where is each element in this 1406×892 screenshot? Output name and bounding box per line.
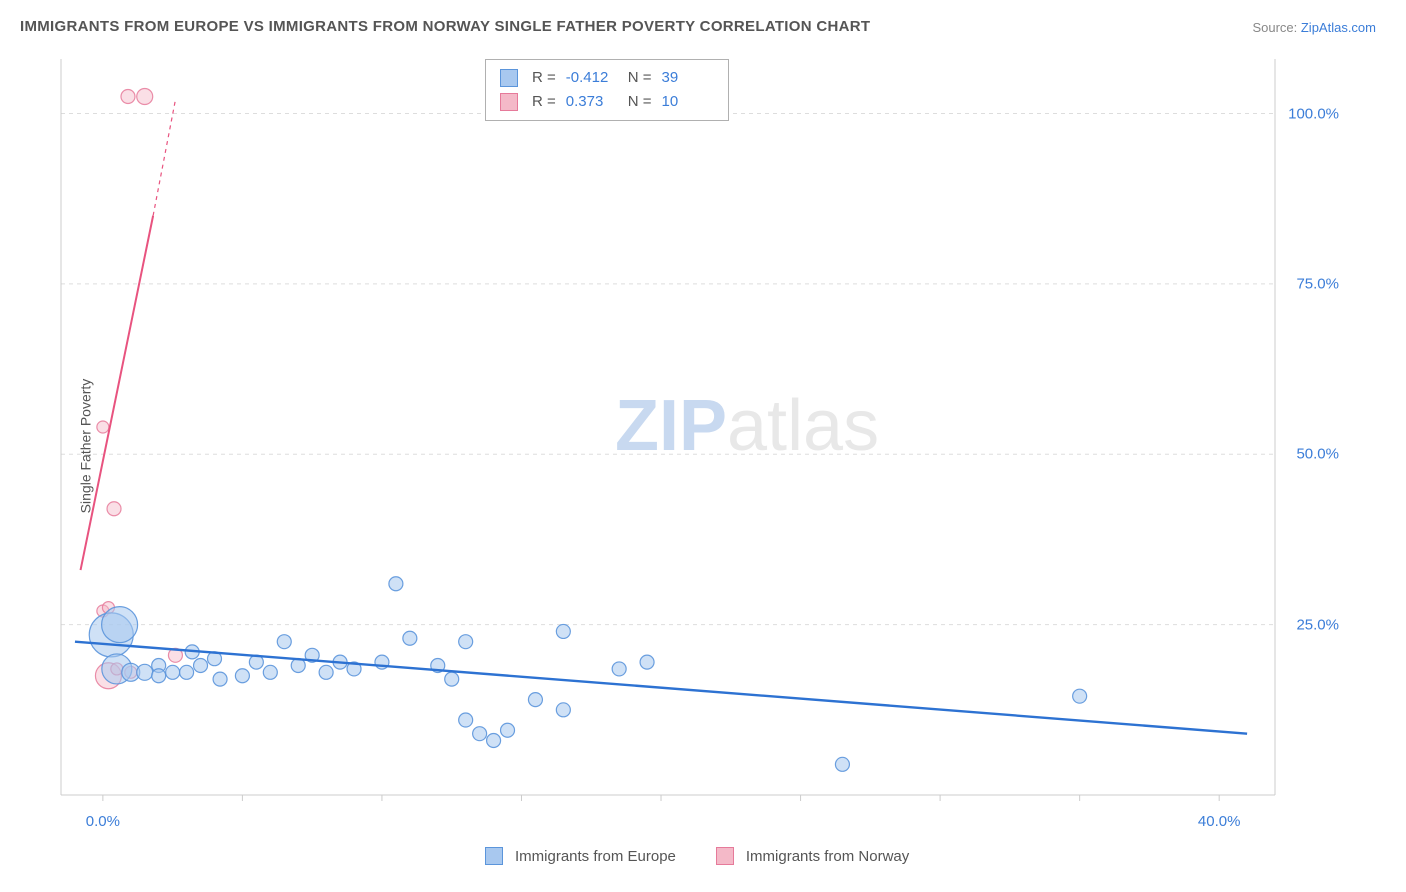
y-tick-label: 50.0%	[1296, 446, 1339, 463]
legend-item-europe: Immigrants from Europe	[485, 847, 676, 865]
r-value: 0.373	[566, 90, 618, 114]
correlation-stats-box: R = -0.412 N = 39 R = 0.373 N = 10	[485, 59, 729, 121]
legend-item-norway: Immigrants from Norway	[716, 847, 909, 865]
chart-svg	[55, 55, 1345, 825]
legend-swatch-norway	[716, 847, 734, 865]
n-label: N =	[628, 90, 652, 114]
n-value: 39	[662, 66, 714, 90]
x-tick-label: 40.0%	[1198, 813, 1241, 830]
legend: Immigrants from Europe Immigrants from N…	[485, 847, 909, 865]
legend-label: Immigrants from Europe	[515, 848, 676, 865]
source-attribution: Source: ZipAtlas.com	[1252, 20, 1376, 35]
chart-plot-area: ZIPatlas R = -0.412 N = 39 R = 0.373 N =…	[55, 55, 1345, 825]
n-label: N =	[628, 66, 652, 90]
y-tick-label: 100.0%	[1288, 105, 1339, 122]
stats-swatch-norway	[500, 93, 518, 111]
stats-swatch-europe	[500, 69, 518, 87]
stats-row: R = 0.373 N = 10	[500, 90, 714, 114]
r-label: R =	[532, 90, 556, 114]
x-tick-label: 0.0%	[86, 813, 120, 830]
legend-label: Immigrants from Norway	[746, 848, 909, 865]
y-tick-label: 25.0%	[1296, 616, 1339, 633]
source-label: Source:	[1252, 20, 1300, 35]
source-link[interactable]: ZipAtlas.com	[1301, 20, 1376, 35]
legend-swatch-europe	[485, 847, 503, 865]
r-label: R =	[532, 66, 556, 90]
n-value: 10	[662, 90, 714, 114]
y-tick-label: 75.0%	[1296, 275, 1339, 292]
stats-row: R = -0.412 N = 39	[500, 66, 714, 90]
chart-title: IMMIGRANTS FROM EUROPE VS IMMIGRANTS FRO…	[20, 18, 870, 35]
r-value: -0.412	[566, 66, 618, 90]
